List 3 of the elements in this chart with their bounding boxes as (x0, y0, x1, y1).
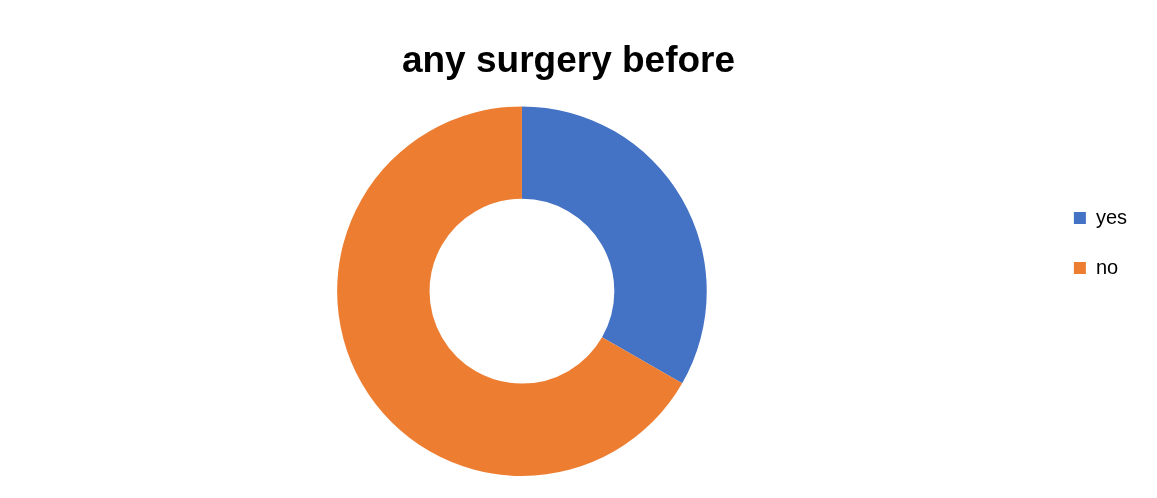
legend-label: yes (1095, 205, 1127, 228)
legend-label: no (1095, 255, 1119, 278)
chart-title: any surgery before (401, 39, 736, 81)
